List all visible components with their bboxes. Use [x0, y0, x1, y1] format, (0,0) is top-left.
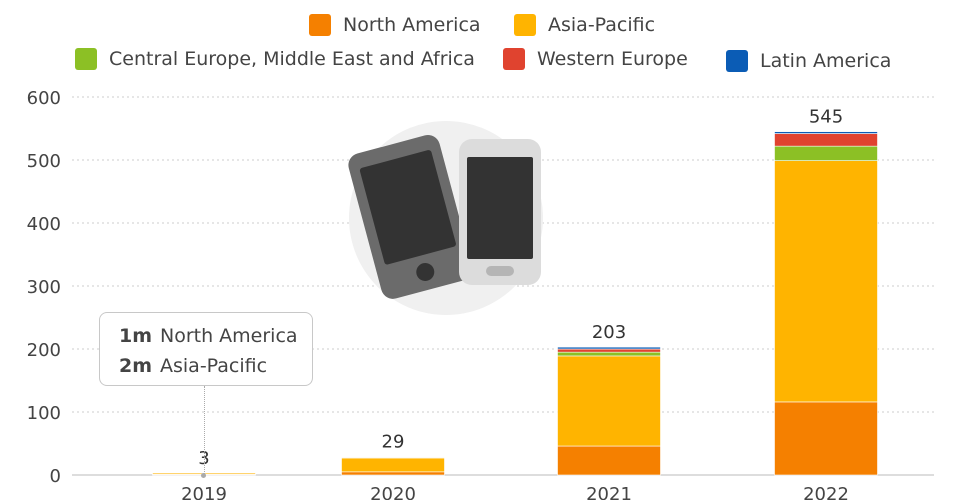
legend-label: Latin America: [760, 50, 892, 72]
tooltip-label: North America: [160, 325, 298, 347]
bar-segment: [557, 351, 661, 357]
y-tick-label: 400: [27, 214, 61, 235]
total-label: 203: [592, 322, 626, 343]
smartphones-icon: [348, 121, 543, 315]
legend-swatch: [514, 14, 536, 36]
legend-swatch: [726, 50, 748, 72]
tooltip-connector: [204, 386, 205, 476]
tooltip-anchor-dot: [201, 473, 206, 478]
tooltip-row-north-america: 1m North America: [119, 321, 312, 351]
total-label: 29: [382, 432, 405, 453]
y-tick-label: 300: [27, 277, 61, 298]
legend-swatch: [309, 14, 331, 36]
bar-segment: [774, 131, 878, 134]
x-tick-label: 2022: [803, 484, 849, 500]
tooltip-row-asia-pacific: 2m Asia-Pacific: [119, 351, 312, 381]
bar-segment: [341, 457, 445, 473]
y-tick-label: 500: [27, 151, 61, 172]
bar-segment: [557, 348, 661, 353]
legend-label: Central Europe, Middle East and Africa: [109, 48, 475, 70]
tooltip: 1m North America 2m Asia-Pacific: [99, 312, 313, 386]
legend-swatch: [75, 48, 97, 70]
legend-swatch: [503, 48, 525, 70]
bar-segment: [557, 445, 661, 476]
y-tick-label: 600: [27, 88, 61, 109]
bar-segment: [557, 346, 661, 350]
tooltip-value: 2m: [119, 355, 153, 377]
total-label: 545: [809, 107, 843, 128]
bar-segment: [341, 471, 445, 476]
x-tick-label: 2020: [370, 484, 416, 500]
y-tick-label: 200: [27, 340, 61, 361]
x-tick-label: 2019: [181, 484, 227, 500]
legend-item: Western Europe: [503, 48, 688, 70]
legend-label: North America: [343, 14, 481, 36]
legend-item: Central Europe, Middle East and Africa: [75, 48, 475, 70]
x-axis-labels: 2019 2020 2021 2022: [181, 484, 849, 500]
legend-item: North America: [309, 14, 481, 36]
bar-segment: [557, 355, 661, 447]
tooltip-label: Asia-Pacific: [160, 355, 268, 377]
legend-item: Latin America: [726, 50, 891, 72]
bar-segment: [774, 145, 878, 161]
bar-segment: [774, 401, 878, 476]
legend-label: Western Europe: [537, 48, 688, 70]
legend-item: Asia-Pacific: [514, 14, 655, 36]
y-tick-label: 100: [27, 403, 61, 424]
bar-segment: [774, 133, 878, 147]
bar-segment: [774, 160, 878, 403]
y-axis-ticks: 0 100 200 300 400 500 600: [27, 88, 61, 487]
y-tick-label: 0: [50, 466, 61, 487]
bar-segment: [341, 456, 445, 458]
bar-stacks: [152, 131, 878, 476]
legend-label: Asia-Pacific: [548, 14, 656, 36]
x-tick-label: 2021: [586, 484, 632, 500]
tooltip-value: 1m: [119, 325, 153, 347]
